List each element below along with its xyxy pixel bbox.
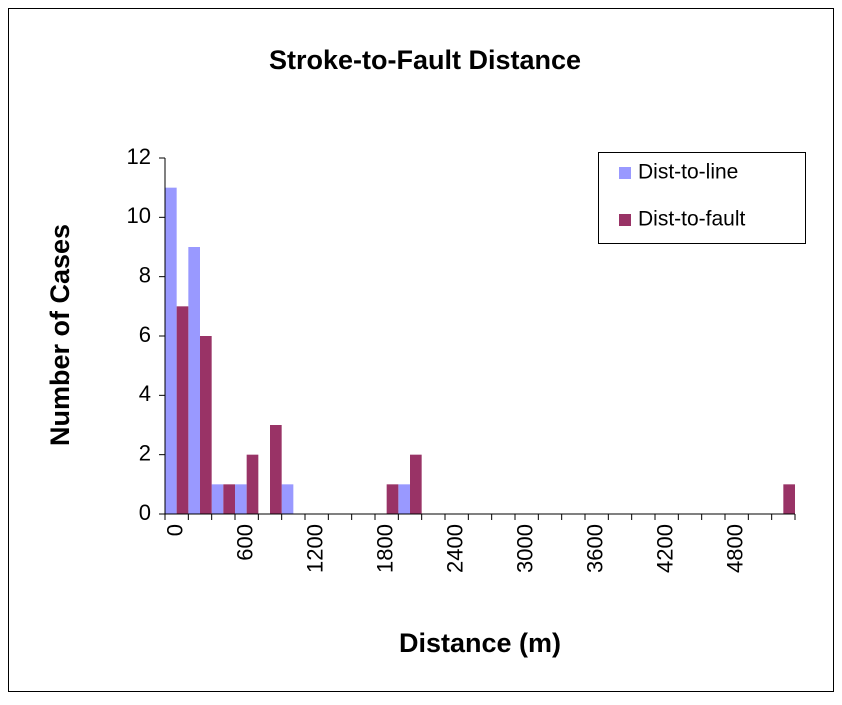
y-tick-label: 0 <box>139 500 151 525</box>
bar <box>783 484 795 514</box>
x-tick-label: 600 <box>232 524 257 561</box>
chart-title: Stroke-to-Fault Distance <box>269 45 581 75</box>
legend-label: Dist-to-fault <box>638 208 746 231</box>
bar <box>387 484 399 514</box>
y-tick-label: 4 <box>139 381 151 406</box>
bar <box>282 484 294 514</box>
bar <box>398 484 410 514</box>
x-tick-label: 3000 <box>512 524 537 573</box>
bar <box>188 247 200 514</box>
legend-swatch <box>619 214 631 226</box>
y-axis-label: Number of Cases <box>45 224 75 446</box>
legend-swatch <box>619 167 631 179</box>
y-tick-label: 10 <box>127 203 151 228</box>
bar <box>247 455 259 514</box>
y-tick-label: 8 <box>139 262 151 287</box>
bar <box>270 425 282 514</box>
x-tick-label: 3600 <box>582 524 607 573</box>
bar <box>410 455 422 514</box>
y-tick-label: 6 <box>139 322 151 347</box>
chart-frame <box>9 9 834 692</box>
bar <box>212 484 224 514</box>
bar <box>165 188 177 514</box>
x-tick-label: 0 <box>162 524 187 536</box>
bar <box>235 484 247 514</box>
x-tick-label: 4800 <box>722 524 747 573</box>
x-axis-label: Distance (m) <box>399 628 561 658</box>
bar <box>177 306 189 514</box>
legend-label: Dist-to-line <box>638 161 738 184</box>
x-tick-label: 1200 <box>302 524 327 573</box>
bar <box>223 484 235 514</box>
y-tick-label: 2 <box>139 440 151 465</box>
x-tick-label: 2400 <box>442 524 467 573</box>
x-tick-label: 4200 <box>652 524 677 573</box>
bar <box>200 336 212 514</box>
y-tick-label: 12 <box>127 144 151 169</box>
x-tick-label: 1800 <box>372 524 397 573</box>
